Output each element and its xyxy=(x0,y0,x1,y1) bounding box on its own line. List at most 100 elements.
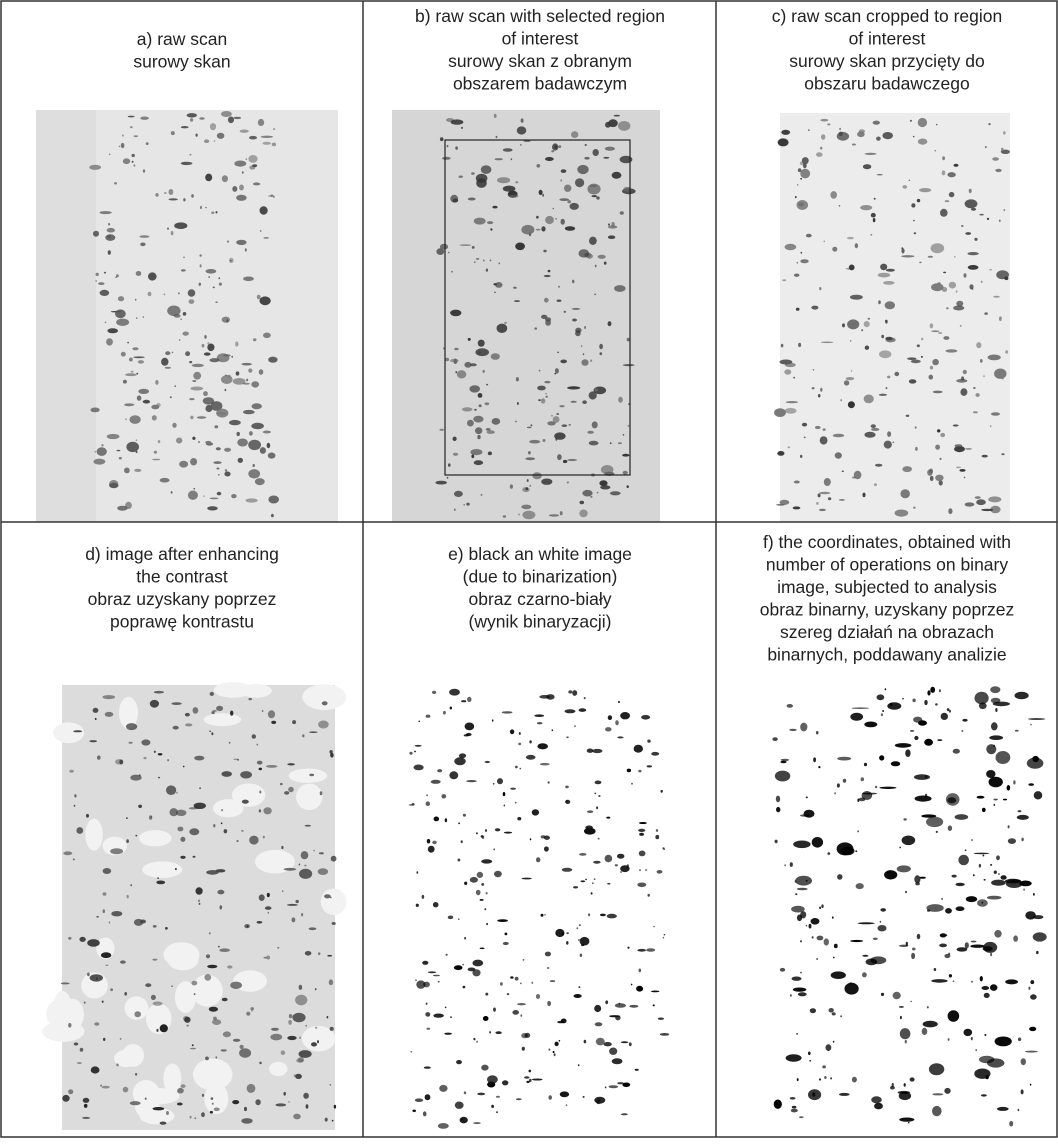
blob xyxy=(786,1054,802,1061)
blob xyxy=(190,1048,196,1050)
blob xyxy=(251,423,264,429)
blob xyxy=(967,252,978,255)
blob xyxy=(155,193,158,197)
blob xyxy=(486,892,488,894)
blob xyxy=(324,894,331,898)
blob xyxy=(618,397,623,403)
blob xyxy=(1018,1109,1020,1111)
blob xyxy=(811,306,818,310)
blob xyxy=(604,1042,612,1046)
blob xyxy=(123,158,130,164)
blob xyxy=(529,440,540,444)
blob xyxy=(1021,1058,1026,1065)
blob xyxy=(268,453,276,459)
blob xyxy=(905,749,910,757)
blob xyxy=(934,968,937,971)
blob xyxy=(266,956,270,960)
blob xyxy=(414,751,416,753)
blob xyxy=(216,447,221,450)
blob xyxy=(954,164,959,167)
blob xyxy=(1005,350,1008,353)
blob xyxy=(470,877,478,883)
blob xyxy=(121,352,126,357)
blob xyxy=(831,971,846,979)
blob xyxy=(288,1020,292,1025)
blob xyxy=(439,429,444,431)
blob xyxy=(165,367,172,369)
blob xyxy=(927,1006,929,1008)
blob xyxy=(128,116,135,118)
blob xyxy=(608,235,615,239)
blob xyxy=(268,357,277,363)
blob xyxy=(242,171,244,174)
blob xyxy=(886,269,895,272)
blob xyxy=(178,292,180,294)
blob xyxy=(776,807,780,812)
blob xyxy=(581,944,584,946)
blob xyxy=(471,172,475,175)
blob xyxy=(473,416,483,423)
blob xyxy=(990,425,992,427)
blob xyxy=(435,481,447,485)
blob xyxy=(623,364,635,366)
blob xyxy=(187,113,197,117)
blob xyxy=(409,804,414,806)
blob xyxy=(599,480,607,486)
blob xyxy=(517,126,527,134)
blob xyxy=(772,737,777,741)
caption-line: image, subjected to analysis xyxy=(777,577,997,597)
blob xyxy=(229,742,231,744)
blob xyxy=(656,829,658,832)
blob xyxy=(281,1050,286,1055)
blob xyxy=(562,933,564,936)
blob xyxy=(434,817,440,822)
blob xyxy=(877,694,885,700)
blob xyxy=(560,179,562,182)
blob xyxy=(594,878,596,880)
blob xyxy=(410,1051,412,1053)
blob xyxy=(258,119,264,126)
blob xyxy=(809,1060,811,1062)
blob xyxy=(196,134,198,137)
blob xyxy=(591,195,597,197)
blob xyxy=(174,222,187,229)
blob xyxy=(219,277,221,279)
blob xyxy=(486,428,491,431)
blob xyxy=(540,763,550,766)
blob xyxy=(521,118,524,122)
blob xyxy=(994,930,1001,938)
blob xyxy=(834,792,836,794)
blob xyxy=(205,441,211,444)
blob xyxy=(108,235,112,238)
blob xyxy=(784,369,791,374)
blob xyxy=(518,514,520,516)
blob xyxy=(617,854,624,859)
blob xyxy=(252,164,257,167)
blob xyxy=(73,730,82,732)
blob xyxy=(318,952,320,955)
blob xyxy=(271,195,274,197)
blob xyxy=(470,363,477,366)
blob xyxy=(864,763,867,767)
blob xyxy=(621,1113,628,1115)
blob xyxy=(273,128,276,130)
blob xyxy=(989,777,1003,788)
blob xyxy=(296,1058,304,1062)
blob xyxy=(1001,875,1007,880)
blob xyxy=(462,407,473,411)
blob xyxy=(545,952,551,957)
blob xyxy=(513,287,517,289)
blob xyxy=(525,1033,531,1038)
blob xyxy=(130,884,132,886)
blob xyxy=(184,1017,190,1023)
blob xyxy=(207,344,214,352)
blob xyxy=(1005,979,1018,984)
blob xyxy=(468,338,471,341)
blob xyxy=(554,1053,556,1056)
blob xyxy=(171,231,174,235)
light-patch xyxy=(138,1088,180,1104)
blob xyxy=(93,231,99,237)
blob xyxy=(559,1040,561,1042)
blob xyxy=(227,240,229,242)
blob xyxy=(882,132,893,139)
